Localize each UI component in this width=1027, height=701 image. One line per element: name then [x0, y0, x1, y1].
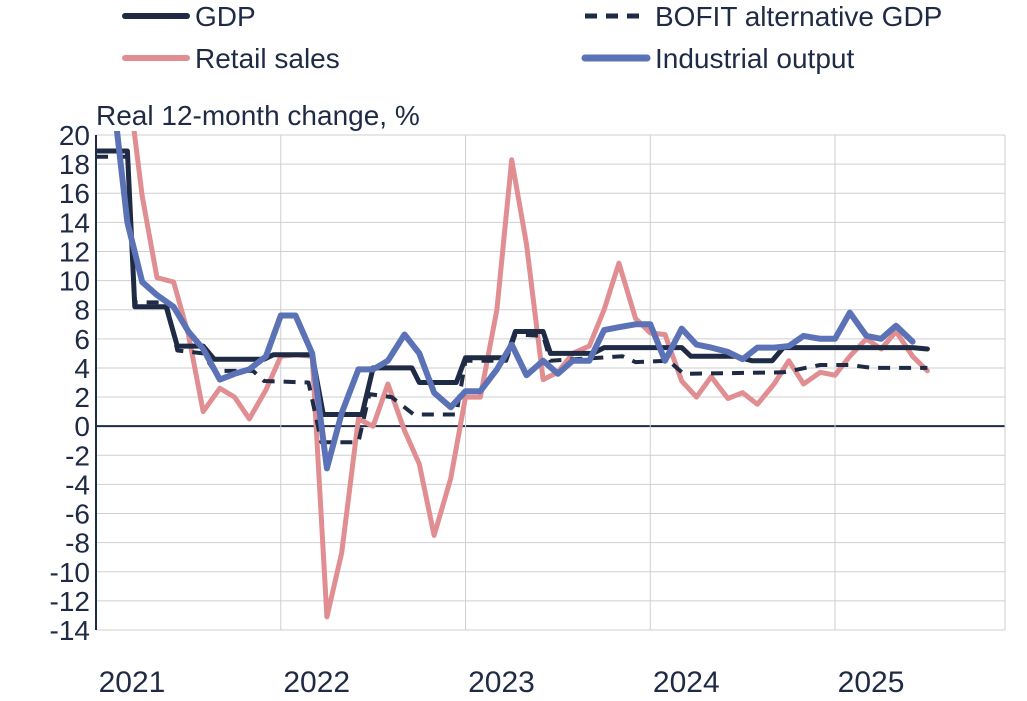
- series-line-industrial-output: [113, 131, 916, 472]
- x-tick-label: 2022: [283, 666, 350, 699]
- legend-label-gdp: GDP: [195, 1, 256, 32]
- x-tick-label: 2024: [653, 666, 720, 699]
- y-tick-label: 8: [74, 295, 90, 326]
- y-tick-label: -8: [65, 528, 90, 559]
- y-tick-label: 10: [59, 266, 90, 297]
- y-tick-label: 12: [59, 236, 90, 267]
- legend-label-retail-sales: Retail sales: [195, 43, 340, 74]
- y-tick-label: 4: [74, 353, 90, 384]
- x-tick-label: 2021: [99, 666, 166, 699]
- y-tick-label: 14: [59, 207, 90, 238]
- series-lines: [96, 131, 930, 620]
- y-tick-label: -14: [50, 615, 90, 646]
- y-tick-label: 6: [74, 324, 90, 355]
- y-axis-label: Real 12-month change, %: [96, 100, 420, 131]
- y-tick-label: -2: [65, 440, 90, 471]
- y-tick-label: -6: [65, 499, 90, 530]
- series-line-gdp: [96, 148, 930, 417]
- series-line-bofit-alternative-gdp: [96, 154, 928, 445]
- series-line-retail-sales: [131, 131, 930, 620]
- y-tick-label: 18: [59, 149, 90, 180]
- y-tick-label: 2: [74, 382, 90, 413]
- y-tick-label: -12: [50, 586, 90, 617]
- y-tick-label: 0: [74, 411, 90, 442]
- y-tick-label: 16: [59, 178, 90, 209]
- x-tick-label: 2025: [838, 666, 905, 699]
- legend-label-industrial-output: Industrial output: [655, 43, 854, 74]
- legend: GDP BOFIT alternative GDP Retail sales Indu…: [122, 1, 942, 74]
- gridlines: [96, 134, 1006, 631]
- x-tick-labels: 2021 2022 2023 2024 2025: [99, 666, 905, 699]
- y-tick-label: -10: [50, 557, 90, 588]
- legend-label-bofit-alternative-gdp: BOFIT alternative GDP: [655, 1, 942, 32]
- y-tick-label: -4: [65, 469, 90, 500]
- x-tick-label: 2023: [468, 666, 535, 699]
- y-tick-label: 20: [59, 120, 90, 151]
